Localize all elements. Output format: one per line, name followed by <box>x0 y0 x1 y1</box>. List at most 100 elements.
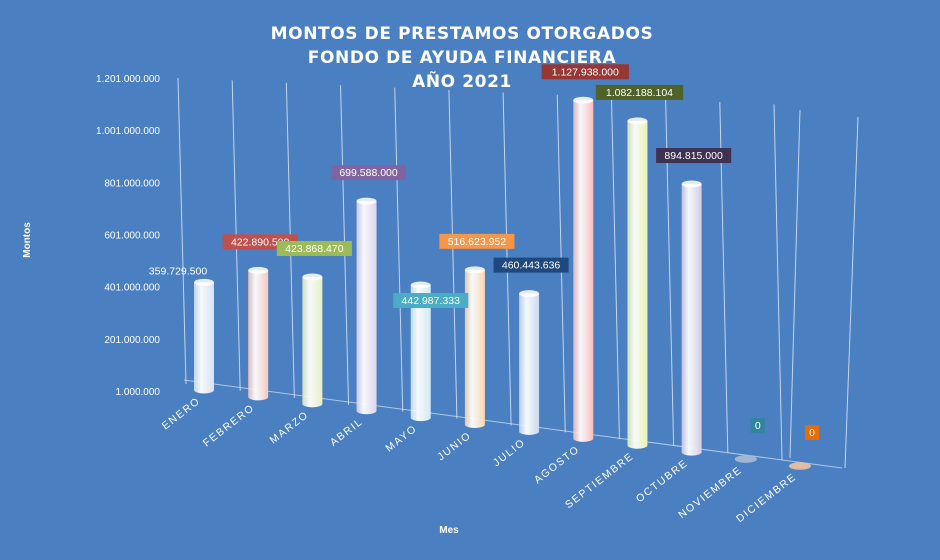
category-label-julio: JULIO <box>491 436 528 469</box>
chart-title-line-3: AÑO 2021 <box>412 69 512 92</box>
bar-mayo <box>410 281 431 422</box>
bar-noviembre <box>734 455 757 463</box>
y-axis-title: Montos <box>22 222 33 258</box>
chart-title: MONTOS DE PRESTAMOS OTORGADOS FONDO DE A… <box>271 24 654 92</box>
y-tick-label: 1.000.000 <box>116 387 161 398</box>
category-label-enero: ENERO <box>160 395 203 432</box>
gridline <box>177 77 187 385</box>
bar-septiembre <box>627 117 648 449</box>
bar-base-disc <box>789 462 811 470</box>
data-label-octubre: 894.815.000 <box>656 148 732 164</box>
bar-top <box>302 273 323 281</box>
data-label-text: 359.729.500 <box>149 265 208 277</box>
y-tick-label: 401.000.000 <box>104 283 160 294</box>
bar-body <box>464 269 485 429</box>
category-label-diciembre: DICIEMBRE <box>734 471 799 525</box>
data-label-box <box>804 425 820 440</box>
bar-body <box>573 100 594 442</box>
category-label-noviembre: NOVIEMBRE <box>676 464 744 521</box>
data-label-septiembre: 1.082.188.104 <box>595 84 684 100</box>
data-label-noviembre: 0 <box>750 418 765 434</box>
data-label-box <box>439 233 515 249</box>
bar-body <box>248 270 269 401</box>
category-label-mayo: MAYO <box>383 423 419 455</box>
data-label-diciembre: 0 <box>804 425 820 440</box>
bar-body <box>681 184 702 456</box>
data-label-box <box>656 148 732 164</box>
category-label-septiembre: SEPTIEMBRE <box>563 450 636 511</box>
bar-febrero <box>248 266 269 401</box>
chart-title-line-1: MONTOS DE PRESTAMOS OTORGADOS <box>271 24 654 44</box>
bar-top <box>410 281 431 289</box>
bar-julio <box>519 290 540 435</box>
bar-body <box>410 285 431 422</box>
data-label-junio: 516.623.952 <box>439 233 515 249</box>
bars <box>194 96 811 470</box>
bar-diciembre <box>789 462 811 470</box>
y-tick-label: 601.000.000 <box>104 231 160 242</box>
bar-top <box>681 180 702 188</box>
data-label-text: 422.890.500 <box>231 236 290 248</box>
data-label-text: 460.443.636 <box>502 260 561 272</box>
gridline <box>448 89 458 419</box>
bar-body <box>302 276 323 408</box>
chart-title-line-2: FONDO DE AYUDA FINANCIERA <box>308 48 617 68</box>
y-axis-ticks: 1.000.000 201.000.000 401.000.000 601.000.0… <box>96 74 160 398</box>
category-label-abril: ABRIL <box>328 416 366 449</box>
gridlines <box>177 77 859 469</box>
data-label-box <box>541 64 629 80</box>
data-label-text: 0 <box>809 427 815 439</box>
bar-top <box>194 278 214 286</box>
bar-body <box>519 293 540 435</box>
category-label-agosto: AGOSTO <box>532 443 582 486</box>
bar-junio <box>464 266 485 429</box>
x-axis-title: Mes <box>439 525 459 536</box>
bar-abril <box>356 197 377 415</box>
gridline <box>610 97 620 440</box>
data-label-text: 894.815.000 <box>664 150 723 162</box>
gridline <box>394 87 404 412</box>
bar-agosto <box>573 96 594 442</box>
bar-top <box>519 290 540 298</box>
data-label-box <box>276 240 352 256</box>
data-label-text: 0 <box>755 420 761 432</box>
bar-top <box>464 266 485 274</box>
gridline <box>789 109 801 459</box>
data-label-box <box>493 257 569 273</box>
bar-body <box>627 120 648 449</box>
category-label-octubre: OCTUBRE <box>634 457 691 505</box>
data-label-mayo: 442.987.333 <box>393 293 469 309</box>
gridline <box>844 116 859 469</box>
data-label-julio: 460.443.636 <box>493 257 569 273</box>
data-label-enero: 359.729.500 <box>149 265 208 277</box>
y-tick-label: 201.000.000 <box>104 335 160 346</box>
data-label-text: 442.987.333 <box>402 295 461 307</box>
bar-base-disc <box>734 455 757 463</box>
data-label-box <box>750 418 765 434</box>
data-label-box <box>595 84 684 100</box>
data-label-text: 516.623.952 <box>448 236 507 248</box>
data-label-box <box>330 165 407 181</box>
gridline <box>773 104 783 461</box>
data-label-text: 423.868.470 <box>285 243 344 255</box>
bar-top <box>356 197 377 205</box>
y-tick-label: 1.201.000.000 <box>96 74 160 85</box>
y-tick-label: 1.001.000.000 <box>96 126 160 137</box>
data-label-text: 699.588.000 <box>339 167 398 179</box>
data-label-abril: 699.588.000 <box>330 165 407 181</box>
bar-body <box>194 282 214 394</box>
category-label-marzo: MARZO <box>268 409 312 447</box>
category-label-junio: JUNIO <box>435 429 474 463</box>
bar-marzo <box>302 273 323 408</box>
bar-top <box>573 96 594 104</box>
bar-body <box>356 201 377 415</box>
data-label-text: 1.082.188.104 <box>606 87 673 99</box>
bar-top <box>627 117 648 125</box>
bar-top <box>248 266 269 274</box>
floor-line <box>183 379 843 469</box>
data-label-agosto: 1.127.938.000 <box>541 64 629 80</box>
category-label-febrero: FEBRERO <box>201 402 257 450</box>
bar-octubre <box>681 180 702 456</box>
